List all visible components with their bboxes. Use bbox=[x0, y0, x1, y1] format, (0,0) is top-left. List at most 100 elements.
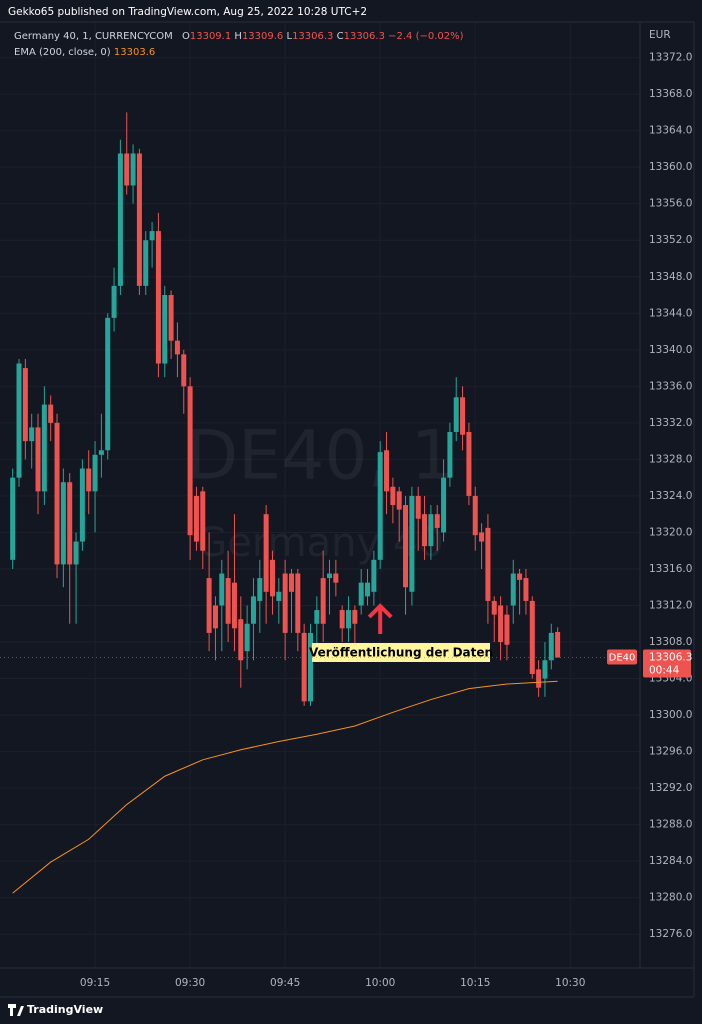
candle-body bbox=[536, 669, 542, 688]
y-tick-label: 13328.0 bbox=[649, 453, 692, 465]
y-tick-label: 13356.0 bbox=[649, 198, 692, 210]
y-tick-label: 13276.0 bbox=[649, 928, 692, 940]
candle-body bbox=[371, 559, 377, 592]
candle-body bbox=[86, 468, 92, 492]
ema-last: 13303.6 bbox=[114, 47, 155, 58]
candle-body bbox=[29, 427, 35, 442]
y-tick-label: 13312.0 bbox=[649, 599, 692, 611]
legend-h: H bbox=[234, 31, 242, 42]
symbol-tag-label: DE40 bbox=[609, 653, 636, 664]
annotation: Veröffentlichung der Daten bbox=[309, 646, 493, 660]
candle-body bbox=[365, 582, 371, 597]
candle-body bbox=[136, 153, 142, 286]
candle-body bbox=[174, 340, 180, 355]
brand: TradingView bbox=[27, 1003, 103, 1016]
candle-body bbox=[250, 596, 256, 624]
candle-body bbox=[352, 610, 358, 624]
x-tick-label: 09:30 bbox=[175, 977, 205, 989]
y-tick-label: 13316.0 bbox=[649, 563, 692, 575]
candle-body bbox=[92, 454, 98, 492]
candle-body bbox=[212, 605, 218, 629]
y-tick-label: 13300.0 bbox=[649, 709, 692, 721]
ema-name: EMA (200, close, 0) bbox=[14, 47, 111, 58]
y-tick-label: 13308.0 bbox=[649, 636, 692, 648]
candle-body bbox=[384, 450, 390, 492]
candle-body bbox=[282, 573, 288, 633]
y-tick-label: 13284.0 bbox=[649, 855, 692, 867]
y-tick-label: 13352.0 bbox=[649, 234, 692, 246]
candle-body bbox=[225, 578, 231, 624]
currency: EUR bbox=[649, 29, 671, 41]
legend-high: 13309.6 bbox=[242, 31, 283, 42]
candle-body bbox=[453, 397, 459, 432]
candle-body bbox=[111, 285, 117, 318]
candle-body bbox=[231, 582, 237, 629]
candle-body bbox=[403, 505, 409, 588]
candle-body bbox=[415, 495, 421, 519]
legend-l: L bbox=[286, 31, 292, 42]
candle-body bbox=[73, 541, 79, 565]
ema-line bbox=[12, 680, 558, 894]
y-tick-label: 13364.0 bbox=[649, 125, 692, 137]
legend-c: C bbox=[337, 31, 344, 42]
y-tick-label: 13320.0 bbox=[649, 526, 692, 538]
candle-body bbox=[187, 386, 193, 536]
y-tick-label: 13336.0 bbox=[649, 380, 692, 392]
candle-body bbox=[301, 632, 307, 702]
y-tick-label: 13324.0 bbox=[649, 490, 692, 502]
grid bbox=[0, 22, 640, 968]
y-tick-label: 13348.0 bbox=[649, 271, 692, 283]
candle-body bbox=[200, 491, 206, 551]
candle-body bbox=[472, 495, 478, 536]
candle-body bbox=[314, 610, 320, 624]
candle-body bbox=[422, 514, 428, 547]
x-tick-label: 10:00 bbox=[365, 977, 395, 989]
candle-body bbox=[98, 450, 104, 455]
candle-body bbox=[358, 582, 364, 606]
candle-body bbox=[105, 317, 111, 451]
candle-body bbox=[428, 514, 434, 547]
candle-body bbox=[377, 452, 383, 560]
candle-body bbox=[555, 631, 561, 658]
candle-body bbox=[60, 482, 66, 565]
x-tick-label: 09:45 bbox=[270, 977, 300, 989]
header: Gekko65 published on TradingView.com, Au… bbox=[8, 6, 367, 18]
candle-body bbox=[22, 368, 28, 442]
candle-body bbox=[16, 363, 22, 478]
candle-body bbox=[460, 397, 466, 435]
candle-body bbox=[409, 495, 415, 592]
candle-body bbox=[346, 610, 352, 629]
legend-low: 13306.3 bbox=[292, 31, 333, 42]
candle-body bbox=[498, 605, 504, 643]
legend-change: −2.4 (−0.02%) bbox=[388, 31, 464, 42]
candle-body bbox=[117, 153, 123, 286]
candle-body bbox=[244, 623, 250, 652]
candle-body bbox=[67, 482, 73, 565]
y-tick-label: 13288.0 bbox=[649, 819, 692, 831]
candle-body bbox=[548, 632, 554, 661]
candle-body bbox=[529, 600, 535, 674]
candle-body bbox=[269, 559, 275, 597]
candle-body bbox=[447, 431, 453, 478]
y-tick-label: 13368.0 bbox=[649, 88, 692, 100]
candle-body bbox=[193, 495, 199, 542]
y-tick-label: 13332.0 bbox=[649, 417, 692, 429]
candle-body bbox=[307, 632, 313, 702]
legend-o: O bbox=[182, 31, 190, 42]
candle-body bbox=[155, 231, 161, 364]
candle-body bbox=[441, 477, 447, 533]
arrow bbox=[367, 603, 393, 634]
watermark-name: Germany 40 bbox=[196, 520, 443, 566]
x-tick-label: 10:30 bbox=[555, 977, 585, 989]
candle-body bbox=[238, 619, 244, 661]
y-tick-label: 13340.0 bbox=[649, 344, 692, 356]
candle-body bbox=[491, 600, 497, 615]
legend-name: Germany 40, 1, CURRENCYCOM bbox=[14, 31, 173, 42]
price-tag-value: 13306.3 bbox=[649, 652, 692, 664]
price-tag bbox=[643, 649, 691, 678]
candle-body bbox=[143, 240, 149, 286]
plot: Veröffentlichung der Daten bbox=[10, 112, 561, 894]
candle-body bbox=[54, 422, 60, 565]
candle-body bbox=[257, 578, 263, 601]
